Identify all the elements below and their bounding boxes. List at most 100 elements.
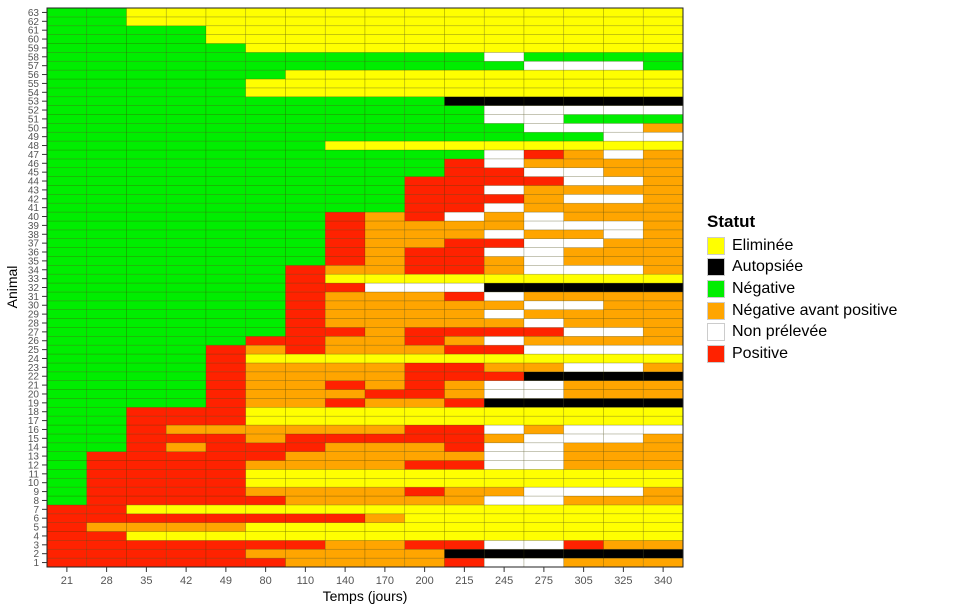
heatmap-cell	[364, 389, 406, 399]
heatmap-cell	[86, 327, 127, 337]
heatmap-cell	[404, 309, 445, 319]
heatmap-cell	[46, 7, 88, 18]
y-tick-label: 12	[28, 460, 40, 471]
heatmap-cell	[46, 202, 88, 213]
heatmap-cell	[404, 78, 445, 89]
heatmap-cell	[324, 43, 366, 53]
heatmap-cell	[285, 256, 326, 266]
heatmap-cell	[245, 34, 286, 44]
heatmap-cell	[642, 114, 684, 124]
heatmap-cell	[642, 131, 684, 142]
heatmap-cell	[86, 185, 127, 195]
heatmap-cell	[523, 167, 565, 177]
heatmap-cell	[324, 87, 366, 98]
heatmap-cell	[642, 406, 684, 417]
heatmap-cell	[523, 149, 565, 160]
heatmap-cell	[603, 389, 644, 399]
heatmap-cell	[285, 451, 326, 461]
y-tick-label: 5	[33, 523, 39, 534]
heatmap-cell	[126, 60, 167, 71]
heatmap-cell	[404, 25, 445, 35]
heatmap-cell	[364, 131, 406, 142]
x-tick-label: 28	[101, 575, 113, 587]
heatmap-cell	[364, 291, 406, 302]
heatmap-cell	[603, 460, 644, 470]
heatmap-cell	[603, 247, 644, 257]
heatmap-cell	[483, 43, 525, 53]
heatmap-cell	[404, 211, 445, 222]
y-tick-label: 62	[28, 17, 40, 28]
y-tick-label: 46	[28, 159, 40, 170]
heatmap-cell	[603, 16, 644, 27]
heatmap-cell	[444, 140, 485, 151]
heatmap-cell	[483, 415, 525, 426]
heatmap-cell	[483, 282, 525, 293]
heatmap-cell	[523, 131, 565, 142]
heatmap-cell	[245, 25, 286, 35]
heatmap-cell	[324, 451, 366, 461]
heatmap-cell	[324, 265, 366, 275]
y-tick-label: 52	[28, 106, 40, 117]
y-tick-label: 60	[28, 35, 40, 46]
heatmap-cell	[563, 460, 604, 470]
heatmap-cell	[603, 220, 644, 231]
heatmap-cell	[483, 16, 525, 27]
heatmap-cell	[603, 522, 644, 532]
heatmap-cell	[364, 229, 406, 239]
heatmap-cell	[563, 513, 604, 523]
heatmap-cell	[46, 318, 88, 328]
heatmap-cell	[126, 96, 167, 106]
heatmap-cell	[364, 105, 406, 115]
heatmap-cell	[563, 327, 604, 337]
heatmap-cell	[245, 185, 286, 195]
heatmap-cell	[245, 211, 286, 222]
heatmap-cell	[563, 176, 604, 186]
heatmap-cell	[205, 52, 247, 62]
heatmap-cell	[364, 238, 406, 248]
heatmap-cell	[563, 424, 604, 435]
heatmap-cell	[126, 495, 167, 506]
heatmap-cell	[285, 220, 326, 231]
heatmap-cell	[404, 282, 445, 293]
heatmap-cell	[126, 398, 167, 408]
heatmap-cell	[46, 557, 88, 568]
heatmap-cell	[324, 194, 366, 204]
heatmap-cell	[205, 60, 247, 71]
heatmap-cell	[205, 477, 247, 488]
heatmap-cell	[86, 16, 127, 27]
heatmap-cell	[46, 123, 88, 133]
heatmap-cell	[404, 60, 445, 71]
heatmap-cell	[563, 389, 604, 399]
heatmap-cell	[364, 371, 406, 381]
heatmap-cell	[126, 114, 167, 124]
heatmap-cell	[364, 477, 406, 488]
heatmap-cell	[642, 16, 684, 27]
heatmap-cell	[404, 486, 445, 497]
y-tick-label: 40	[28, 212, 40, 223]
heatmap-cell	[483, 495, 525, 506]
heatmap-cell	[603, 327, 644, 337]
heatmap-cell	[364, 69, 406, 80]
heatmap-cell	[444, 69, 485, 80]
heatmap-cell	[364, 220, 406, 231]
heatmap-cell	[165, 353, 207, 364]
heatmap-cell	[563, 353, 604, 364]
heatmap-cell	[126, 380, 167, 390]
heatmap-cell	[642, 300, 684, 310]
heatmap-cell	[165, 380, 207, 390]
heatmap-cell	[483, 424, 525, 435]
heatmap-cell	[165, 87, 207, 98]
heatmap-cell	[483, 7, 525, 18]
heatmap-cell	[603, 442, 644, 452]
heatmap-cell	[86, 504, 127, 515]
heatmap-cell	[126, 327, 167, 337]
heatmap-cell	[205, 336, 247, 346]
heatmap-cell	[603, 433, 644, 444]
heatmap-cell	[165, 415, 207, 426]
heatmap-cell	[523, 69, 565, 80]
heatmap-cell	[603, 300, 644, 310]
heatmap-cell	[404, 344, 445, 355]
heatmap-cell	[642, 531, 684, 541]
heatmap-cell	[46, 336, 88, 346]
y-tick-label: 9	[33, 487, 39, 498]
